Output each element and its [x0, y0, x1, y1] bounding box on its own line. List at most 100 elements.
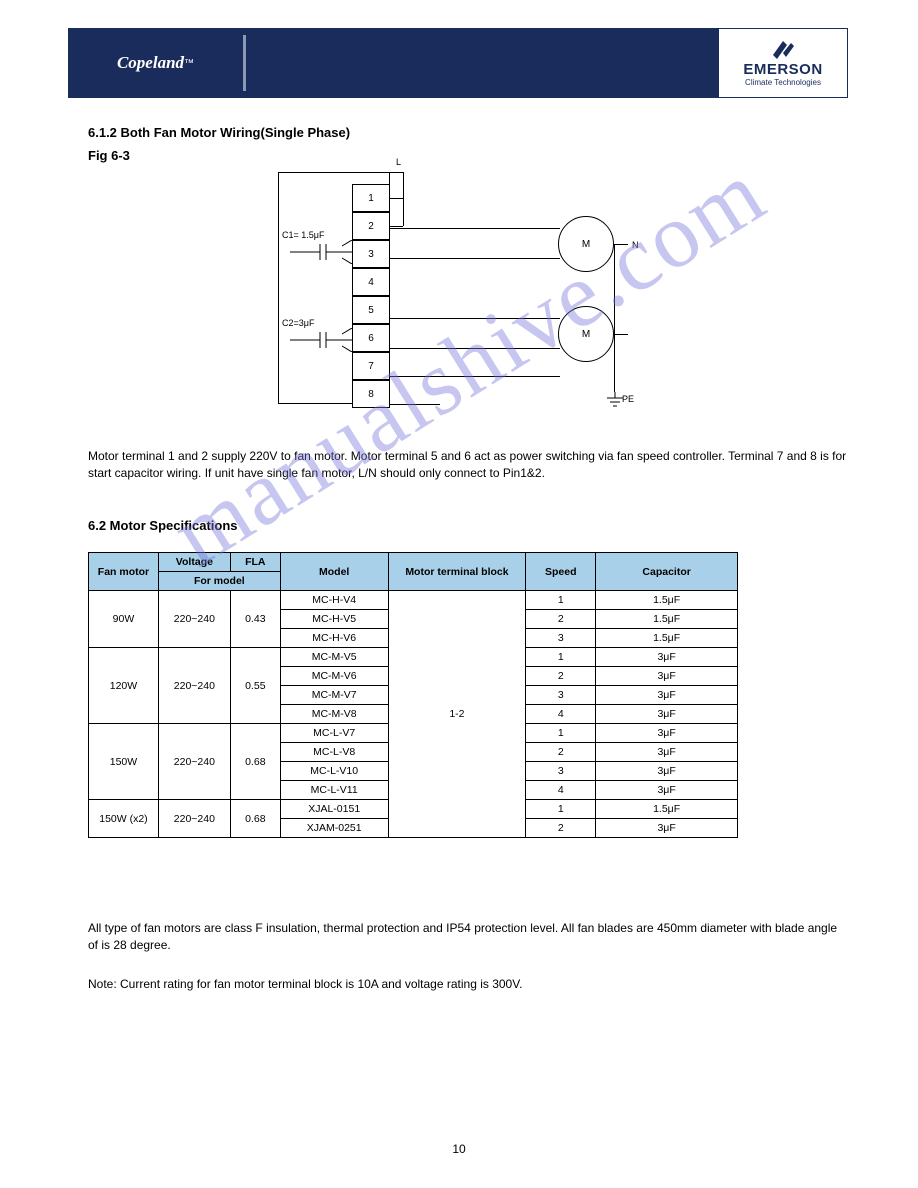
cell-speed: 2	[526, 819, 596, 838]
th-speed: Speed	[526, 553, 596, 591]
cell-model: XJAM-0251	[280, 819, 388, 838]
cell-speed: 3	[526, 686, 596, 705]
cell-speed: 3	[526, 762, 596, 781]
cell-cap: 1.5μF	[596, 800, 738, 819]
terminal-4: 4	[352, 268, 390, 296]
terminal-6: 6	[352, 324, 390, 352]
cell-speed: 1	[526, 724, 596, 743]
copeland-logo-text: Copeland	[117, 53, 184, 73]
th-block: Motor terminal block	[388, 553, 526, 591]
cell-model: XJAL-0151	[280, 800, 388, 819]
cell-volt-0: 220~240	[158, 591, 230, 648]
terminal-3: 3	[352, 240, 390, 268]
wire	[390, 172, 403, 173]
th-voltage: Voltage	[158, 553, 230, 572]
cell-fla-2: 0.68	[230, 724, 280, 800]
ground-icon	[606, 392, 624, 413]
cell-speed: 3	[526, 629, 596, 648]
paragraph-3: Note: Current rating for fan motor termi…	[88, 976, 848, 993]
cell-speed: 2	[526, 743, 596, 762]
terminal-block-column: 1 2 3 4 5 6 7 8	[352, 184, 390, 408]
header-bar: Copeland™ EMERSON Climate Technologies	[68, 28, 848, 98]
wire	[390, 226, 403, 227]
cell-cap: 1.5μF	[596, 591, 738, 610]
wire	[390, 348, 560, 349]
cell-model: MC-H-V6	[280, 629, 388, 648]
cell-cap: 3μF	[596, 819, 738, 838]
cell-speed: 4	[526, 705, 596, 724]
cell-fan-1: 120W	[89, 648, 159, 724]
header-divider	[243, 35, 246, 91]
th-fla: FLA	[230, 553, 280, 572]
wire	[403, 198, 404, 226]
cap1-label: C1= 1.5μF	[282, 230, 324, 240]
wire	[614, 244, 628, 245]
cell-cap: 1.5μF	[596, 610, 738, 629]
motor-1: M	[558, 216, 614, 272]
page-number: 10	[0, 1142, 918, 1156]
cell-fan-2: 150W	[89, 724, 159, 800]
cell-fan-3: 150W (x2)	[89, 800, 159, 838]
cell-cap: 3μF	[596, 762, 738, 781]
copeland-section: Copeland™	[68, 28, 243, 98]
paragraph-2: All type of fan motors are class F insul…	[88, 920, 848, 955]
cell-cap: 3μF	[596, 724, 738, 743]
cell-model: MC-M-V6	[280, 667, 388, 686]
cell-model: MC-L-V11	[280, 781, 388, 800]
cell-model: MC-L-V8	[280, 743, 388, 762]
cell-model: MC-H-V4	[280, 591, 388, 610]
cell-fla-1: 0.55	[230, 648, 280, 724]
trademark: ™	[184, 58, 194, 69]
cell-model: MC-M-V7	[280, 686, 388, 705]
cell-model: MC-L-V7	[280, 724, 388, 743]
wire	[390, 376, 560, 377]
wire	[390, 318, 560, 319]
cell-speed: 1	[526, 800, 596, 819]
emerson-icon	[769, 39, 797, 61]
cell-speed: 4	[526, 781, 596, 800]
th-for-model: For model	[158, 572, 280, 591]
wire	[390, 404, 440, 405]
cell-volt-2: 220~240	[158, 724, 230, 800]
motor-2: M	[558, 306, 614, 362]
cell-speed: 2	[526, 610, 596, 629]
cell-cap: 3μF	[596, 686, 738, 705]
cell-model: MC-M-V5	[280, 648, 388, 667]
cell-fan-0: 90W	[89, 591, 159, 648]
label-L: L	[396, 157, 401, 167]
label-N: N	[632, 240, 639, 250]
cell-cap: 3μF	[596, 781, 738, 800]
spec-table: Fan motor Voltage FLA Model Motor termin…	[88, 552, 738, 838]
cell-cap: 1.5μF	[596, 629, 738, 648]
page-title: 6.1.2 Both Fan Motor Wiring(Single Phase…	[88, 125, 350, 140]
th-fan-motor: Fan motor	[89, 553, 159, 591]
wire	[614, 244, 615, 392]
emerson-logo: EMERSON Climate Technologies	[718, 28, 848, 98]
cell-volt-1: 220~240	[158, 648, 230, 724]
cell-block: 1-2	[388, 591, 526, 838]
wire	[390, 228, 560, 229]
wire	[614, 334, 628, 335]
cell-cap: 3μF	[596, 705, 738, 724]
emerson-name: EMERSON	[743, 61, 822, 78]
terminal-2: 2	[352, 212, 390, 240]
cell-speed: 1	[526, 591, 596, 610]
terminal-7: 7	[352, 352, 390, 380]
figure-title: Fig 6-3	[88, 148, 130, 163]
th-capacitor: Capacitor	[596, 553, 738, 591]
emerson-sub: Climate Technologies	[745, 78, 821, 87]
cell-cap: 3μF	[596, 667, 738, 686]
section-heading: 6.2 Motor Specifications	[88, 518, 238, 533]
cell-fla-0: 0.43	[230, 591, 280, 648]
cell-model: MC-L-V10	[280, 762, 388, 781]
paragraph-1: Motor terminal 1 and 2 supply 220V to fa…	[88, 448, 848, 483]
capacitor-1-icon	[290, 240, 352, 269]
terminal-8: 8	[352, 380, 390, 408]
cell-model: MC-H-V5	[280, 610, 388, 629]
cell-speed: 2	[526, 667, 596, 686]
wire	[403, 172, 404, 198]
cap2-label: C2=3μF	[282, 318, 314, 328]
cell-fla-3: 0.68	[230, 800, 280, 838]
th-model: Model	[280, 553, 388, 591]
cell-model: MC-M-V8	[280, 705, 388, 724]
